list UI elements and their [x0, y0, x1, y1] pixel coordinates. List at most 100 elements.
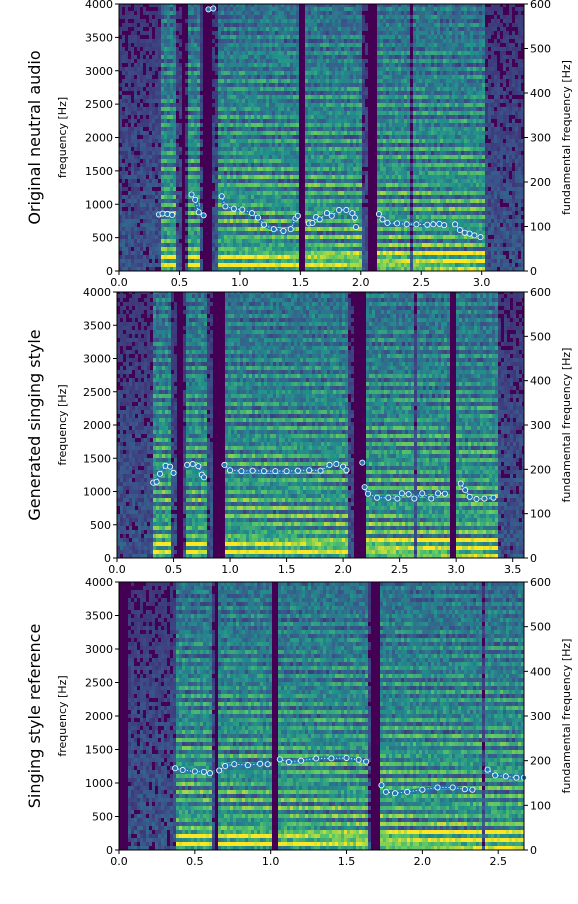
f0-point: [191, 768, 198, 775]
f0-point: [261, 221, 268, 228]
f0-point: [264, 761, 271, 768]
x-tick-label: 0.0: [110, 855, 128, 868]
y-tick-label-left: 1500: [83, 452, 111, 465]
x-tick-label: 0.0: [108, 563, 126, 576]
y-tick-label-left: 0: [106, 265, 113, 278]
y-tick-label-right: 200: [530, 755, 551, 768]
f0-point: [492, 772, 499, 779]
y-axis-label-left: frequency [Hz]: [56, 97, 69, 178]
f0-point: [195, 463, 202, 470]
y-tick-label-right: 600: [530, 576, 551, 589]
y-tick-label-left: 3500: [85, 31, 113, 44]
x-tick-label: 2.5: [412, 276, 430, 289]
x-tick-label: 1.5: [338, 855, 356, 868]
f0-point: [283, 468, 290, 475]
f0-point: [469, 786, 476, 793]
f0-point: [231, 761, 238, 768]
f0-point: [216, 767, 223, 774]
f0-point: [359, 459, 366, 466]
f0-point: [218, 193, 225, 200]
f0-point: [313, 755, 320, 762]
y-tick-label-left: 2500: [83, 386, 111, 399]
f0-point: [328, 212, 335, 219]
f0-point: [428, 495, 435, 502]
y-tick-label-left: 500: [92, 811, 113, 824]
f0-point: [272, 468, 279, 475]
f0-point: [394, 220, 401, 227]
f0-point: [222, 203, 229, 210]
y-tick-label-left: 3000: [83, 353, 111, 366]
f0-point: [424, 221, 431, 228]
y-tick-label-left: 2500: [85, 98, 113, 111]
y-tick-label-left: 3500: [85, 610, 113, 623]
f0-point: [343, 754, 350, 761]
f0-point: [227, 467, 234, 474]
f0-point: [351, 214, 358, 221]
x-tick-label: 1.0: [231, 276, 249, 289]
f0-point: [452, 221, 459, 228]
f0-point: [306, 467, 313, 474]
f0-point: [481, 495, 488, 502]
f0-point: [249, 467, 256, 474]
f0-point: [404, 788, 411, 795]
f0-point: [200, 768, 207, 775]
f0-point: [159, 210, 166, 217]
f0-point: [164, 211, 171, 218]
y-tick-label-left: 1500: [85, 165, 113, 178]
f0-point: [205, 6, 212, 13]
f0-contour: [155, 5, 484, 241]
f0-point: [244, 762, 251, 769]
y-tick-label-left: 3000: [85, 643, 113, 656]
x-tick-label: 0.0: [110, 276, 128, 289]
x-tick-label: 0.5: [186, 855, 204, 868]
f0-point: [156, 470, 163, 477]
y-tick-label-right: 400: [530, 375, 551, 388]
x-tick-label: 0.5: [171, 276, 189, 289]
f0-point: [222, 763, 229, 770]
f0-point: [403, 221, 410, 228]
f0-point: [430, 221, 437, 228]
f0-point: [349, 210, 356, 217]
f0-point: [413, 221, 420, 228]
y-tick-label-left: 0: [104, 552, 111, 565]
f0-point: [172, 765, 179, 772]
y-tick-label-right: 100: [530, 799, 551, 812]
f0-point: [363, 758, 370, 765]
f0-point: [260, 468, 267, 475]
f0-point: [189, 461, 196, 468]
y-tick-label-right: 0: [530, 552, 537, 565]
f0-point: [285, 759, 292, 766]
y-tick-label-right: 400: [530, 87, 551, 100]
f0-point: [466, 230, 473, 237]
spectrogram-panel-1: 0.0 0.5 1.0 1.5 2.0 2.5 3.00500100015002000250…: [25, 0, 573, 289]
f0-point: [201, 474, 208, 481]
y-tick-label-right: 500: [530, 621, 551, 634]
y-tick-label-right: 500: [530, 43, 551, 56]
f0-point: [333, 461, 340, 468]
f0-point: [276, 756, 283, 763]
x-tick-label: 1.0: [262, 855, 280, 868]
f0-point: [328, 755, 335, 762]
x-tick-label: 1.5: [292, 276, 310, 289]
y-tick-label-right: 500: [530, 330, 551, 343]
y-axis-label-right: fundamental frequency [Hz]: [560, 348, 573, 503]
y-tick-label-left: 2000: [85, 132, 113, 145]
f0-point: [210, 5, 217, 12]
x-tick-label: 3.5: [504, 563, 522, 576]
f0-point: [411, 495, 418, 502]
f0-point: [169, 211, 176, 218]
f0-point: [419, 490, 426, 497]
y-tick-label-left: 4000: [85, 0, 113, 11]
y-tick-label-right: 300: [530, 710, 551, 723]
f0-point: [382, 788, 389, 795]
x-tick-label: 3.0: [447, 563, 465, 576]
f0-point: [287, 226, 294, 233]
f0-point: [441, 222, 448, 229]
y-tick-label-left: 1000: [83, 486, 111, 499]
y-tick-label-right: 600: [530, 0, 551, 11]
f0-point: [462, 487, 469, 494]
f0-point: [436, 220, 443, 227]
y-tick-label-right: 100: [530, 221, 551, 234]
f0-point: [298, 757, 305, 764]
